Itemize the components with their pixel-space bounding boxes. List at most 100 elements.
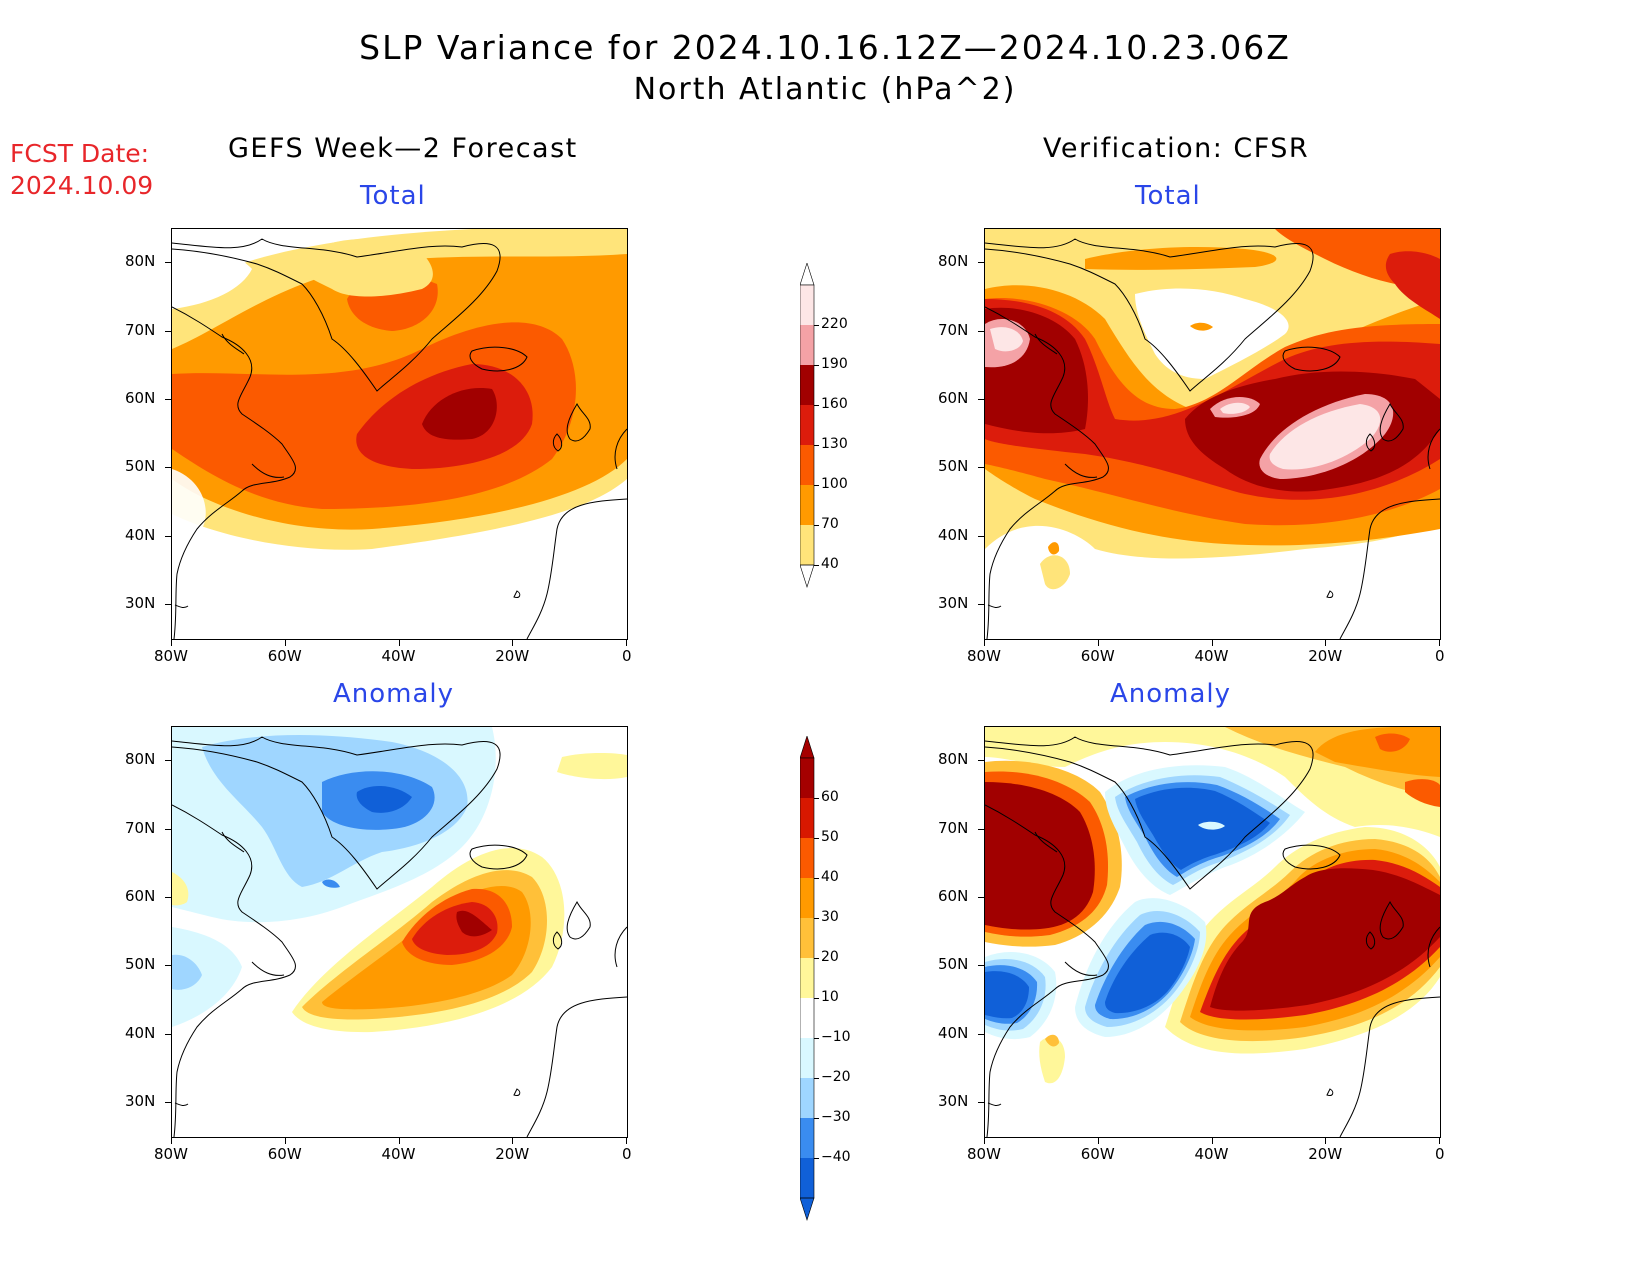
lat-tick: [978, 398, 984, 400]
lat-label: 60N: [938, 886, 969, 905]
main-title: SLP Variance for 2024.10.16.12Z—2024.10.…: [359, 28, 1291, 67]
lat-label: 30N: [125, 1091, 156, 1110]
lon-label: 80W: [154, 1145, 188, 1163]
lon-tick: [1439, 640, 1440, 646]
colorbar-tick: [814, 838, 819, 839]
lat-label: 50N: [938, 457, 969, 476]
lon-tick: [984, 1138, 985, 1144]
colorbar-segment: [800, 1158, 814, 1198]
colorbar-label: −30: [821, 1109, 851, 1125]
lon-label: 0: [622, 647, 632, 665]
colorbar-segment: [800, 798, 814, 838]
lat-tick: [165, 535, 171, 537]
colorbar-segment: [800, 918, 814, 958]
colorbar-segment: [800, 958, 814, 998]
panel-label-top-right: Total: [1135, 181, 1201, 211]
colorbar-segment: [800, 365, 814, 405]
lon-label: 80W: [967, 1145, 1001, 1163]
lat-label: 40N: [938, 525, 969, 544]
lat-tick: [978, 965, 984, 967]
left-column-title: GEFS Week—2 Forecast: [228, 133, 578, 164]
lat-tick: [978, 467, 984, 469]
lat-label: 60N: [125, 388, 156, 407]
panel-label-bottom-left: Anomaly: [333, 679, 455, 709]
lat-label: 70N: [938, 818, 969, 837]
lat-tick: [165, 1101, 171, 1103]
colorbar-label: 130: [821, 436, 848, 452]
lat-tick: [165, 398, 171, 400]
colorbar-top-arrow: [800, 736, 815, 759]
colorbar-tick: [814, 485, 819, 486]
lon-tick: [1325, 640, 1327, 646]
colorbar-segment: [800, 878, 814, 918]
colorbar-bottom-arrow: [800, 1197, 815, 1221]
lon-label: 80W: [967, 647, 1001, 665]
lat-tick: [978, 262, 984, 264]
lat-tick: [165, 330, 171, 332]
lat-tick: [165, 965, 171, 967]
colorbar-tick: [814, 1078, 819, 1079]
lat-label: 50N: [125, 955, 156, 974]
fcst-date-value: 2024.10.09: [10, 171, 154, 200]
lon-tick: [284, 1138, 286, 1144]
colorbar-tick: [814, 1118, 819, 1119]
colorbar-tick: [814, 798, 819, 799]
colorbar-label: 60: [821, 789, 839, 805]
lon-tick: [284, 640, 286, 646]
lat-tick: [978, 1101, 984, 1103]
colorbar-tick: [814, 325, 819, 326]
lat-label: 30N: [938, 1091, 969, 1110]
lat-tick: [165, 760, 171, 762]
lon-tick: [398, 1138, 400, 1144]
lon-label: 60W: [1080, 647, 1115, 665]
colorbar-tick: [814, 1038, 819, 1039]
colorbar-label: −40: [821, 1149, 851, 1165]
lon-label: 60W: [267, 647, 302, 665]
lon-label: 20W: [495, 647, 530, 665]
lon-label: 40W: [381, 1145, 416, 1163]
colorbar-tick: [814, 998, 819, 999]
colorbar-segment: [800, 285, 814, 325]
lon-tick: [171, 640, 172, 646]
colorbar-segment: [800, 485, 814, 525]
colorbar-label: 190: [821, 356, 848, 372]
colorbar-tick: [814, 878, 819, 879]
colorbar-tick: [814, 405, 819, 406]
lat-label: 80N: [125, 750, 156, 769]
colorbar-label: 10: [821, 989, 839, 1005]
lon-tick: [171, 1138, 172, 1144]
lat-label: 80N: [938, 750, 969, 769]
lon-tick: [1211, 1138, 1213, 1144]
lon-label: 20W: [1308, 1145, 1343, 1163]
lon-tick: [1211, 640, 1213, 646]
colorbar-label: 100: [821, 476, 848, 492]
lat-tick: [165, 828, 171, 830]
colorbar-label: 220: [821, 316, 848, 332]
lat-label: 70N: [938, 320, 969, 339]
lat-label: 40N: [938, 1023, 969, 1042]
colorbar-segment: [800, 1118, 814, 1158]
colorbar-top-arrow: [800, 263, 815, 286]
lat-label: 60N: [125, 886, 156, 905]
colorbar-label: 160: [821, 396, 848, 412]
colorbar-segment: [800, 1038, 814, 1078]
colorbar-segment: [800, 525, 814, 565]
lon-tick: [626, 640, 627, 646]
lat-label: 30N: [125, 593, 156, 612]
lat-tick: [165, 896, 171, 898]
lat-tick: [978, 760, 984, 762]
lat-tick: [165, 603, 171, 605]
colorbar-label: −20: [821, 1069, 851, 1085]
lon-label: 40W: [1194, 1145, 1229, 1163]
lon-tick: [1097, 640, 1099, 646]
fcst-date-label: FCST Date:: [10, 139, 150, 168]
colorbar-segment: [800, 758, 814, 798]
lon-label: 20W: [1308, 647, 1343, 665]
lat-tick: [978, 1033, 984, 1035]
lat-label: 50N: [125, 457, 156, 476]
lat-label: 30N: [938, 593, 969, 612]
lat-tick: [978, 330, 984, 332]
lat-label: 40N: [125, 1023, 156, 1042]
lat-tick: [165, 467, 171, 469]
lon-label: 0: [1435, 647, 1445, 665]
